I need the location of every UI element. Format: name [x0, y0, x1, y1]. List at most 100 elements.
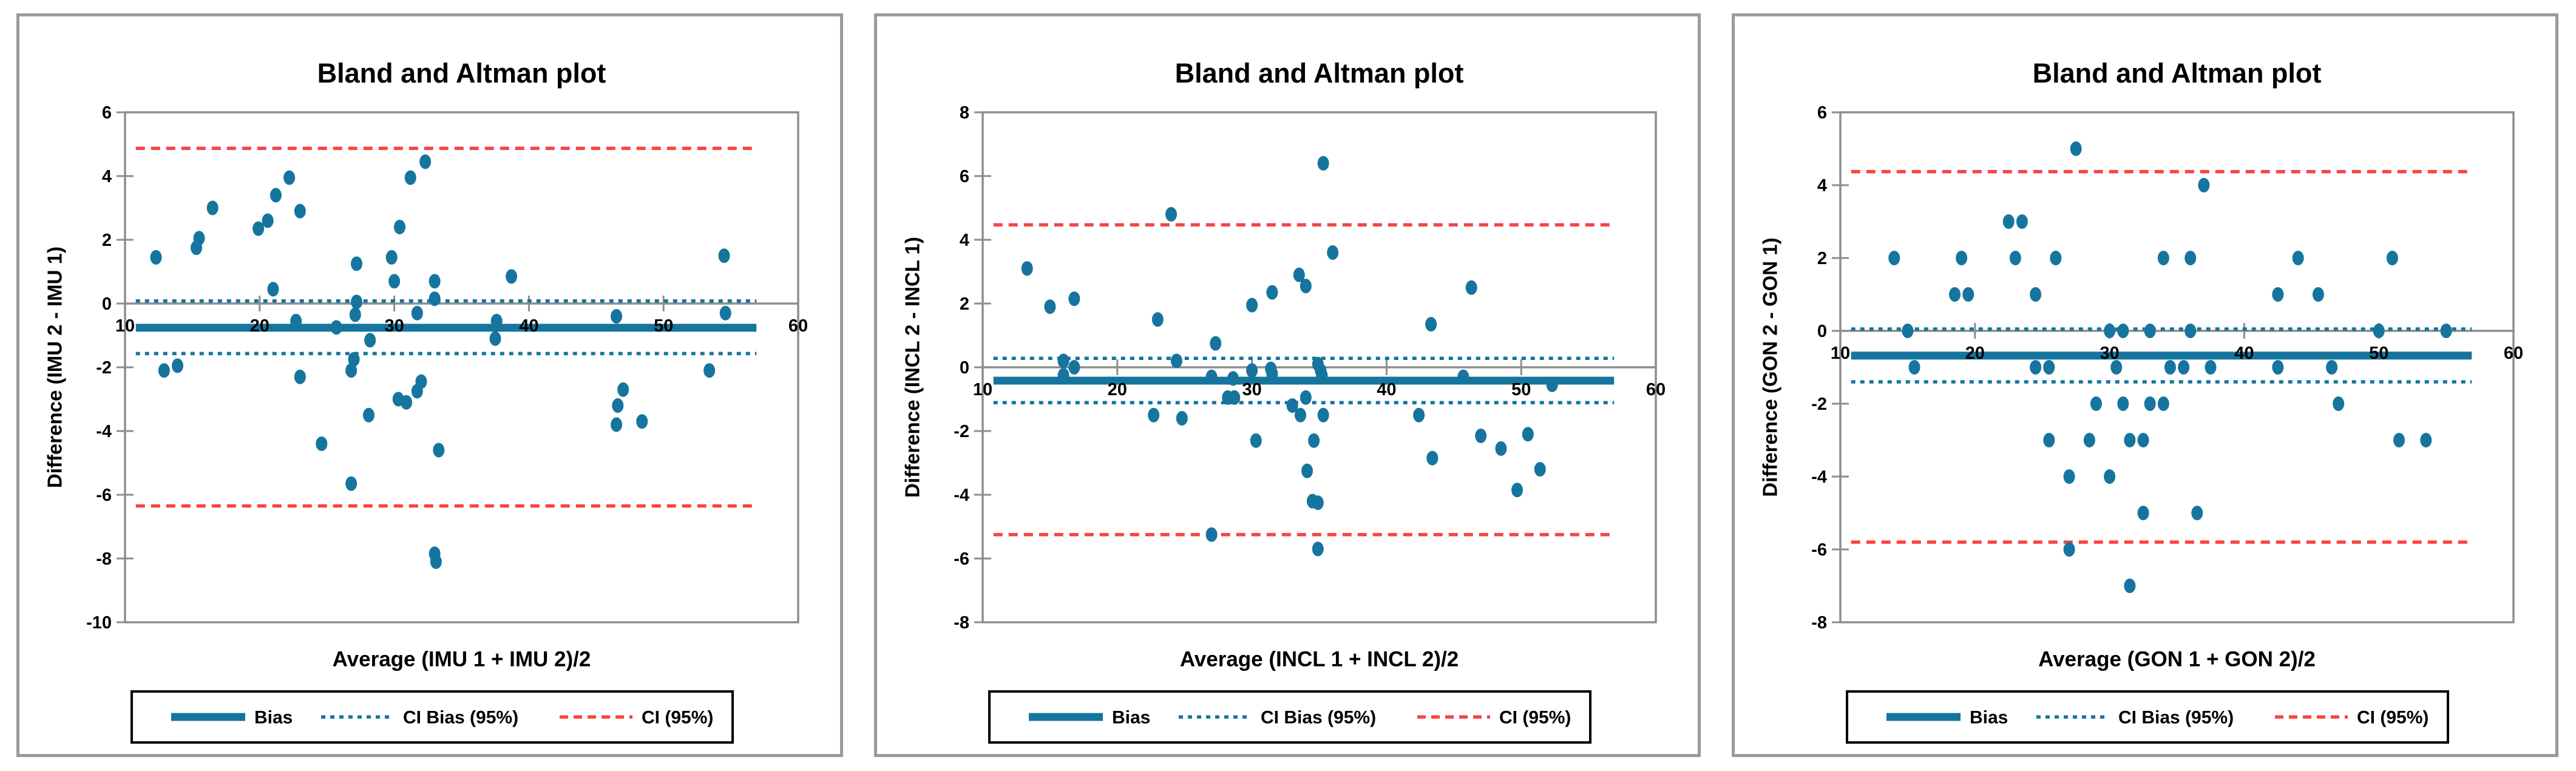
chart-panel-gon: Bland and Altman plot 6 4 2 0 -2 -4 -6 -8 10 20 30 4…	[1732, 13, 2558, 757]
scatter-point	[1210, 336, 1222, 351]
scatter-point	[1227, 371, 1239, 386]
y-tick-label: -8	[954, 613, 969, 633]
scatter-point	[1148, 407, 1160, 423]
y-tick-label: 0	[960, 358, 969, 378]
legend-label: Bias	[254, 708, 293, 728]
y-tick-label: -10	[86, 613, 112, 633]
y-tick-label: 4	[960, 231, 969, 250]
scatter-point	[429, 274, 441, 289]
scatter-point	[1165, 207, 1178, 222]
x-tick-label: 50	[2369, 344, 2388, 363]
x-tick-label: 20	[1108, 380, 1127, 399]
x-tick-label: 50	[1511, 380, 1531, 399]
y-tick-label: 6	[1817, 103, 1827, 123]
scatter-point	[1205, 369, 1218, 384]
scatter-point	[1457, 369, 1469, 384]
legend-label: Bias	[1112, 708, 1150, 728]
y-tick-label: -6	[96, 486, 112, 505]
scatter-point	[1962, 287, 1974, 302]
y-tick-label: -6	[1811, 540, 1827, 560]
legend-label: Bias	[1970, 708, 2008, 728]
scatter-point	[506, 269, 518, 284]
scatter-point	[1308, 433, 1320, 448]
scatter-point	[1956, 251, 1968, 265]
scatter-point	[2137, 433, 2149, 447]
scatter-point	[611, 309, 623, 324]
scatter-point	[2063, 542, 2075, 557]
scatter-point	[2144, 324, 2156, 338]
y-tick-label: -8	[96, 549, 112, 569]
scatter-point	[2393, 433, 2405, 447]
scatter-point	[411, 305, 423, 321]
scatter-point	[1902, 324, 1914, 338]
scatter-point	[1312, 542, 1324, 557]
y-tick-label: -8	[1811, 613, 1827, 633]
x-tick-label: 60	[2504, 344, 2523, 363]
scatter-point	[2198, 178, 2210, 192]
scatter-point	[388, 274, 401, 289]
scatter-point	[2312, 287, 2324, 302]
scatter-point	[1522, 427, 1534, 442]
x-tick-label: 40	[1377, 380, 1396, 399]
scatter-point	[1949, 287, 1961, 302]
scatter-point	[1057, 353, 1069, 369]
scatter-point	[703, 363, 716, 378]
scatter-point	[1068, 291, 1080, 307]
plot-border	[124, 111, 799, 623]
chart-title: Bland and Altman plot	[1175, 58, 1464, 89]
y-tick-label: -4	[96, 422, 112, 441]
scatter-point	[2030, 360, 2042, 375]
scatter-point	[283, 170, 296, 185]
scatter-point	[262, 213, 274, 228]
scatter-point	[364, 333, 376, 348]
scatter-point	[172, 358, 184, 373]
scatter-point	[489, 331, 501, 346]
scatter-point	[362, 407, 375, 423]
scatter-point	[429, 291, 441, 307]
scatter-point	[2326, 360, 2338, 375]
y-tick-label: -6	[954, 549, 969, 569]
scatter-point	[316, 436, 328, 451]
y-tick-label: -2	[954, 422, 969, 441]
scatter-point	[158, 363, 170, 378]
legend-label: CI (95%)	[642, 708, 713, 728]
scatter-point	[2104, 324, 2116, 338]
scatter-point	[349, 307, 361, 322]
scatter-point	[1057, 368, 1069, 383]
scatter-point	[430, 554, 442, 569]
y-tick-label: 2	[1817, 249, 1827, 268]
x-tick-label: 40	[519, 316, 538, 336]
scatter-point	[2373, 324, 2385, 338]
scatter-point	[2178, 360, 2190, 375]
scatter-point	[1300, 279, 1312, 294]
scatter-point	[1327, 245, 1339, 260]
scatter-point	[1546, 377, 1558, 392]
scatter-point	[1205, 527, 1218, 542]
y-tick-label: 4	[102, 167, 112, 186]
scatter-point	[2043, 360, 2055, 375]
scatter-point	[2205, 360, 2217, 375]
scatter-point	[1888, 251, 1900, 265]
x-tick-label: 50	[654, 316, 673, 336]
scatter-point	[2292, 251, 2304, 265]
scatter-point	[1300, 390, 1312, 405]
scatter-point	[1301, 463, 1313, 478]
x-axis-title: Average (IMU 1 + IMU 2)/2	[333, 647, 591, 671]
scatter-point	[2050, 251, 2062, 265]
x-tick-label: 10	[1831, 344, 1850, 363]
scatter-point	[269, 188, 282, 203]
scatter-point	[2104, 469, 2116, 484]
scatter-point	[2002, 214, 2015, 229]
chart-panel-imu: Bland and Altman plot 6 4 2 0 -2 -4 -6 -8 -10 10 20…	[16, 13, 843, 757]
y-tick-label: 6	[102, 103, 112, 123]
y-tick-label: -2	[1811, 395, 1827, 414]
scatter-point	[193, 231, 205, 246]
y-tick-label: -4	[1811, 467, 1827, 487]
y-axis-title: Difference (IMU 2 - IMU 1)	[44, 246, 66, 488]
legend-label: CI Bias (95%)	[403, 708, 518, 728]
y-tick-label: -4	[954, 486, 969, 505]
scatter-point	[1044, 299, 1056, 314]
